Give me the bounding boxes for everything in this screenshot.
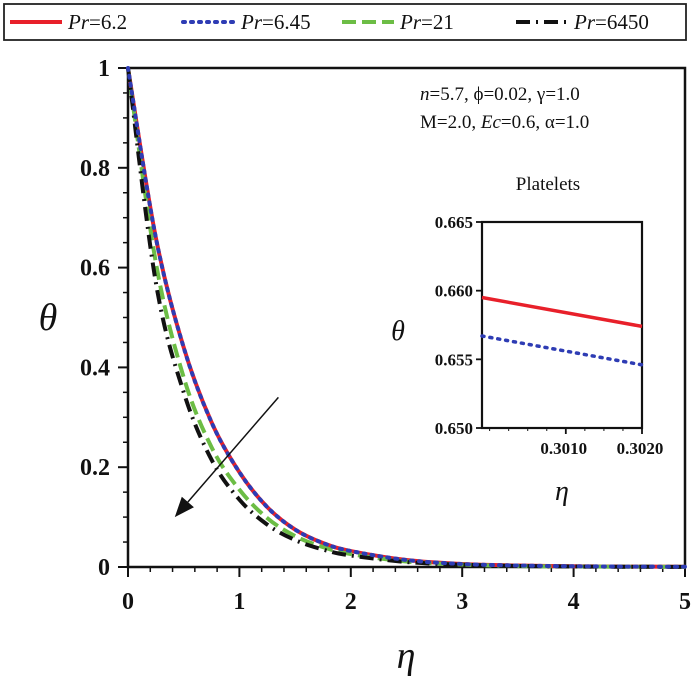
- y-tick-label: 0.6: [80, 256, 110, 282]
- arrow-head: [174, 496, 194, 518]
- legend-label-2: Pr=21: [399, 10, 454, 34]
- x-tick-label: 1: [233, 589, 245, 615]
- inset-title: Platelets: [516, 174, 580, 195]
- y-axis-label: θ: [39, 297, 58, 339]
- arrow-shaft: [187, 396, 279, 503]
- inset-x-tick-label: 0.3020: [617, 439, 664, 458]
- x-tick-label: 0: [122, 589, 134, 615]
- legend: Pr=6.2 Pr=6.45 Pr=21 Pr=6450: [3, 3, 687, 41]
- inset-x-axis-label: η: [555, 476, 569, 507]
- series-line-2: [126, 67, 686, 569]
- x-tick-label: 5: [679, 589, 691, 615]
- inset-y-tick-label: 0.660: [435, 282, 473, 301]
- inset-series-line-1: [480, 334, 644, 367]
- legend-label-3: Pr=6450: [573, 10, 649, 34]
- y-tick-label: 0: [98, 555, 110, 581]
- inset-x-tick-label: 0.3010: [540, 439, 587, 458]
- x-tick-label: 2: [345, 589, 357, 615]
- inset-frame: [480, 220, 644, 430]
- parameter-annotation-line-2: M=2.0, Ec=0.6, α=1.0: [420, 112, 589, 133]
- inset-y-tick-label: 0.650: [435, 419, 473, 438]
- inset-series-line-0: [481, 295, 643, 329]
- inset-y-tick-label: 0.655: [435, 350, 473, 369]
- parameter-annotation-line-1: n=5.7, ϕ=0.02, γ=1.0: [420, 84, 580, 105]
- legend-label-1: Pr=6.45: [240, 10, 311, 34]
- y-tick-label: 0.2: [80, 455, 110, 481]
- y-tick-label: 1: [98, 56, 110, 82]
- series-line-3: [126, 67, 686, 569]
- y-tick-label: 0.8: [80, 156, 110, 182]
- inset-y-tick-label: 0.665: [435, 213, 473, 232]
- x-tick-label: 4: [568, 589, 580, 615]
- inset-y-axis-label: θ: [391, 316, 405, 347]
- legend-label-0: Pr=6.2: [67, 10, 127, 34]
- x-tick-label: 3: [456, 589, 468, 615]
- y-tick-label: 0.4: [80, 355, 110, 381]
- x-axis-label: η: [397, 635, 416, 677]
- series-line-1: [126, 66, 687, 569]
